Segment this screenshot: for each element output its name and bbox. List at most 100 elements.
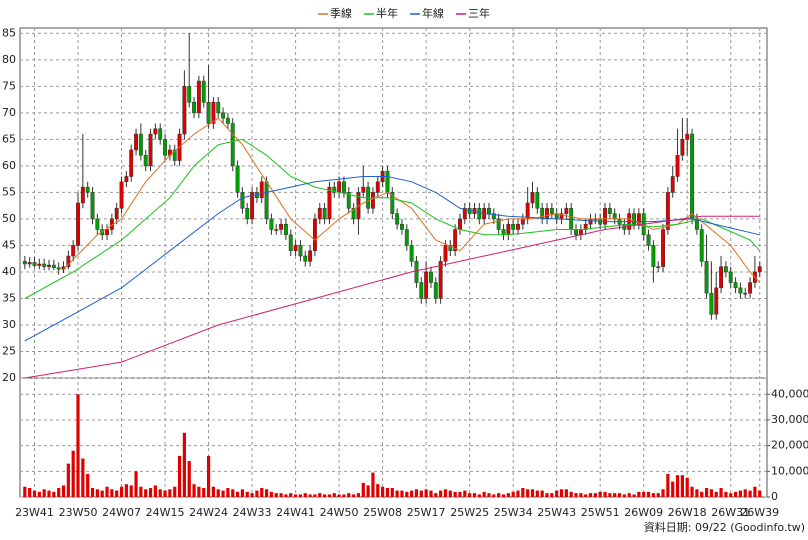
volume-bar [738,490,743,497]
volume-bar [709,489,713,497]
volume-bar [168,489,172,497]
legend-label: 季線 [330,6,352,20]
candle-body [230,123,235,167]
candle-body [694,218,699,230]
volume-bar [613,493,617,497]
candle-body [245,208,250,220]
candle-body [303,255,308,262]
volume-bar [313,494,317,497]
volume-bar [385,488,390,497]
volume-bar [439,490,443,497]
volume-bar [269,491,274,497]
volume-bar [110,489,114,497]
candle-body [506,223,511,236]
volume-bar [758,490,762,497]
candle-body [312,218,317,251]
candle-body [709,292,714,315]
volume-bar [390,488,394,497]
volume-bar [497,493,501,497]
volume-bar [211,486,215,497]
candle-body [264,181,269,220]
moving-average-line [24,215,760,379]
volume-bar [264,489,269,497]
candle-body [385,170,390,193]
volume-tick-label: 30,000 [771,413,808,426]
candle-body [27,262,32,265]
volume-bar [119,486,124,497]
candle-body [719,266,724,289]
volume-bar [303,493,307,497]
candle-body [298,245,303,257]
candle-body [375,181,380,193]
candle-body [221,112,226,119]
candle-body [283,223,288,236]
candle-body [158,128,163,140]
y-tick-label: 65 [2,132,16,145]
candle-body [699,229,704,262]
volume-bar [81,458,85,497]
candle-body [685,133,690,140]
candle-body [453,229,458,251]
volume-bar [675,475,680,497]
candle-body [143,155,148,167]
volume-bar [598,491,602,497]
volume-bar [293,494,298,497]
candle-body [351,208,356,220]
candle-body [723,266,728,273]
candle-body [661,229,665,267]
candle-body [704,261,709,294]
candle-body [134,133,138,151]
volume-bar [144,489,148,497]
volume-bar [347,493,351,497]
volume-bar [32,490,37,497]
candle-body [670,176,675,193]
x-tick-label: 24W50 [320,506,359,519]
candle-body [80,186,85,204]
candle-body [250,192,255,220]
candle-body [680,139,685,156]
candle-body [535,192,540,209]
volume-bar [724,491,728,497]
volume-bar [540,490,544,497]
candle-body [225,117,230,124]
volume-bar [260,488,264,497]
volume-bar [661,489,665,497]
volume-bar [47,490,51,497]
volume-bar [671,481,675,497]
volume-bar [245,491,249,497]
volume-bar [115,490,119,497]
volume-bar [323,494,327,497]
volume-bar [274,493,278,497]
volume-bar [410,490,414,497]
candle-body [395,213,400,225]
volume-bar [284,494,288,497]
candle-body [153,128,158,135]
x-tick-label: 23W50 [59,506,98,519]
volume-bar [235,491,240,497]
volume-bar [332,493,336,497]
volume-bar [685,477,689,497]
volume-bar [448,490,452,497]
volume-bar [361,482,365,497]
candle-body [206,101,211,124]
volume-bar [342,494,346,497]
moving-average-line [24,138,761,299]
volume-bar [458,491,462,497]
candle-body [748,282,753,294]
volume-bar [666,473,670,497]
y-tick-label: 30 [2,318,16,331]
volume-bar [61,485,66,497]
volume-bar [37,491,41,497]
candle-body [511,223,516,230]
volume-bar [627,493,631,497]
volume-bar [617,493,622,497]
candle-body [105,229,109,236]
candle-body [424,271,429,299]
candle-body [341,181,346,193]
volume-bar [28,488,32,497]
volume-bar [216,489,220,497]
volume-bar [182,432,186,497]
candle-body [95,218,100,230]
candle-body [240,192,245,209]
